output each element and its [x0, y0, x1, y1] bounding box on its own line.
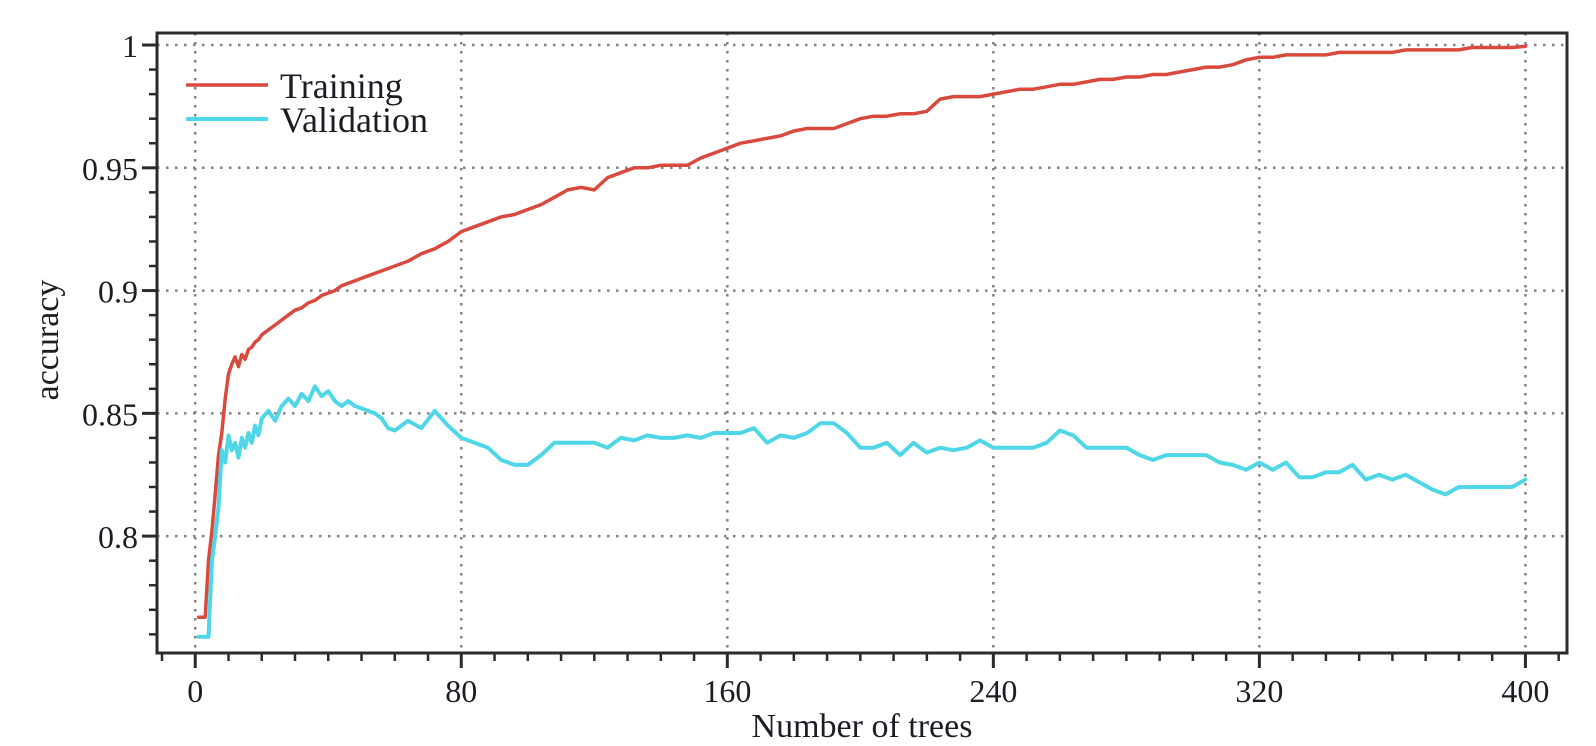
x-tick-label: 320: [1235, 673, 1283, 709]
y-tick-label: 0.95: [82, 151, 138, 187]
y-tick-label: 0.9: [98, 274, 138, 310]
x-tick-label: 160: [703, 673, 751, 709]
validation-line: [196, 384, 1528, 639]
x-tick-label: 240: [969, 673, 1017, 709]
y-tick-label: 0.8: [98, 519, 138, 555]
legend-training-label: Training: [280, 66, 403, 106]
plot-frame: [155, 31, 1569, 655]
y-axis-label: accuracy: [29, 280, 66, 401]
x-tick-label: 0: [187, 673, 203, 709]
training-line: [196, 44, 1528, 619]
grid-layer: [157, 33, 1567, 653]
y-tick-label: 0.85: [82, 396, 138, 432]
x-tick-label: 400: [1501, 673, 1549, 709]
x-axis-label: Number of trees: [752, 708, 973, 745]
x-tick-label: 80: [445, 673, 477, 709]
legend-validation-label: Validation: [280, 100, 428, 140]
legend: Training Validation: [186, 66, 428, 140]
y-tick-labels: 0.8 0.85 0.9 0.95 1: [82, 28, 138, 555]
x-tick-labels: 0 80 160 240 320 400: [187, 673, 1549, 709]
y-tick-label: 1: [122, 28, 138, 64]
